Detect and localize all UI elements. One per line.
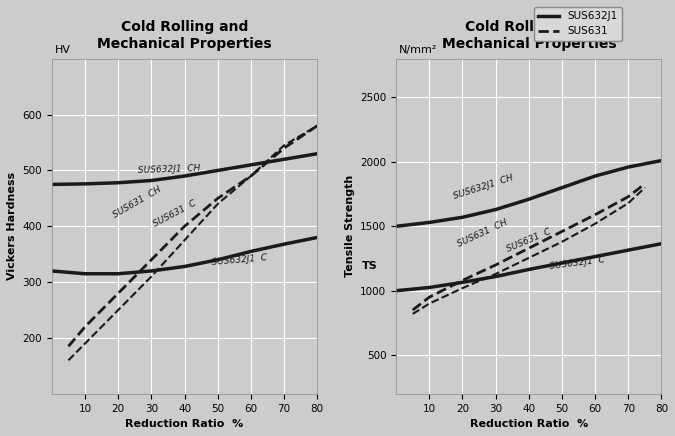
Text: SUS631  C: SUS631 C <box>506 227 553 253</box>
Legend: SUS632J1, SUS631: SUS632J1, SUS631 <box>534 7 622 41</box>
Title: Cold Rolling and
Mechanical Properties: Cold Rolling and Mechanical Properties <box>441 20 616 51</box>
Text: SUS632J1  CH: SUS632J1 CH <box>138 164 201 175</box>
Text: SUS631  CH: SUS631 CH <box>456 218 509 249</box>
Y-axis label: Vickers Hardness: Vickers Hardness <box>7 172 17 280</box>
X-axis label: Reduction Ratio  %: Reduction Ratio % <box>470 419 588 429</box>
Text: SUS631  C: SUS631 C <box>151 198 197 228</box>
Title: Cold Rolling and
Mechanical Properties: Cold Rolling and Mechanical Properties <box>97 20 272 51</box>
Text: SUS632J1  CH: SUS632J1 CH <box>452 174 515 201</box>
Text: TS: TS <box>362 262 377 272</box>
Text: HV: HV <box>55 45 70 55</box>
X-axis label: Reduction Ratio  %: Reduction Ratio % <box>126 419 244 429</box>
Text: SUS631  CH: SUS631 CH <box>111 185 163 220</box>
Y-axis label: Tensile Strength: Tensile Strength <box>345 175 354 277</box>
Text: SUS632J1  C: SUS632J1 C <box>549 255 605 271</box>
Text: SUS632J1  C: SUS632J1 C <box>211 254 267 267</box>
Text: N/mm²: N/mm² <box>399 45 437 55</box>
